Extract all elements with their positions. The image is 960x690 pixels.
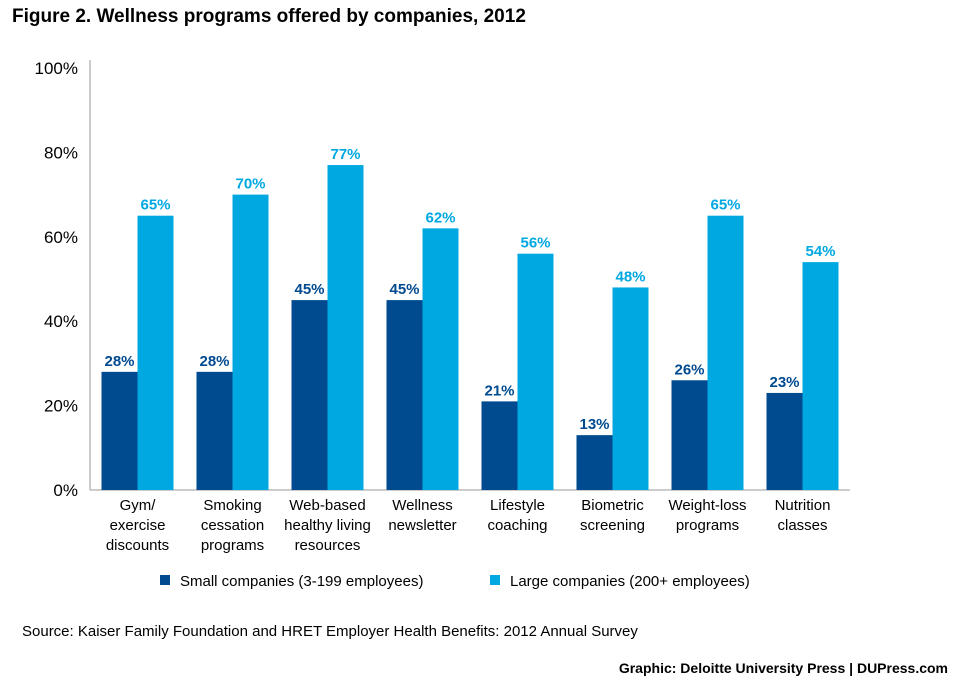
data-label: 45% [389, 281, 419, 298]
bar-large [232, 194, 269, 490]
bar-small [196, 371, 233, 490]
x-tick-label: Smoking cessation programs [201, 497, 264, 554]
y-tick-label: 100% [35, 59, 78, 78]
y-tick-label: 0% [53, 481, 78, 500]
graphic-credit: Graphic: Deloitte University Press | DUP… [618, 660, 948, 676]
data-label: 56% [520, 235, 550, 252]
bar-large [802, 262, 839, 490]
x-tick-label: Gym/exercise discounts [106, 497, 169, 554]
bar-small [481, 401, 518, 490]
x-tick-label: Lifestyle coaching [487, 497, 547, 534]
bar-small [576, 435, 613, 490]
data-label: 70% [235, 176, 265, 193]
legend-swatch [160, 575, 170, 585]
bar-large [612, 287, 649, 490]
bar-large [707, 215, 744, 490]
bar-large [517, 253, 554, 490]
chart-title: Figure 2. Wellness programs offered by c… [12, 6, 526, 27]
data-label: 77% [330, 146, 360, 163]
data-label: 48% [615, 268, 645, 285]
bar-small [291, 300, 328, 490]
x-tick-label: Web-based healthy living resources [284, 497, 371, 554]
x-tick-label: Weight-loss programs [668, 497, 746, 534]
data-label: 26% [674, 361, 704, 378]
y-tick-label: 60% [44, 228, 78, 247]
data-label: 23% [769, 374, 799, 391]
x-tick-label: Nutrition classes [775, 497, 831, 534]
y-tick-label: 40% [44, 312, 78, 331]
data-label: 54% [805, 243, 835, 260]
data-label: 45% [294, 281, 324, 298]
data-label: 65% [710, 197, 740, 214]
data-label: 65% [140, 197, 170, 214]
y-tick-label: 20% [44, 397, 78, 416]
bar-small [671, 380, 708, 490]
bar-small [101, 371, 138, 490]
bar-large [137, 215, 174, 490]
bar-small [766, 392, 803, 490]
bar-large [327, 165, 364, 490]
x-tick-label: Wellness newsletter [388, 497, 456, 534]
data-label: 28% [104, 353, 134, 370]
x-tick-label: Biometric screening [580, 497, 645, 534]
bar-small [386, 300, 423, 490]
data-label: 28% [199, 353, 229, 370]
source-note: Source: Kaiser Family Foundation and HRE… [22, 623, 638, 640]
legend-label: Small companies (3-199 employees) [180, 573, 423, 590]
legend-label: Large companies (200+ employees) [510, 573, 750, 590]
data-label: 21% [484, 382, 514, 399]
data-label: 13% [579, 416, 609, 433]
data-label: 62% [425, 209, 455, 226]
y-tick-label: 80% [44, 143, 78, 162]
legend-swatch [490, 575, 500, 585]
bar-large [422, 228, 459, 491]
